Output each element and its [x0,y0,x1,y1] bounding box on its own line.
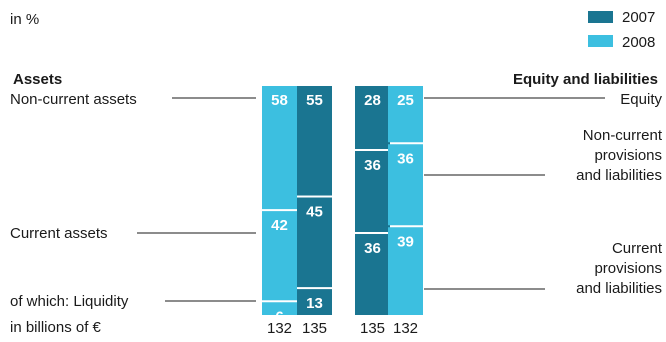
label-liquidity: of which: Liquidity [10,293,129,310]
bar-segment-liabilities-2007-1 [355,151,390,232]
bar-value-assets-2007-1: 45 [306,204,323,221]
bar-segment-liabilities-2007-0 [355,86,390,149]
bars: 58 42 6 55 45 13 28 36 36 25 36 39 [262,86,423,325]
bar-segment-liabilities-2008-2 [388,227,423,315]
bar-value-assets-2008-0: 58 [271,92,288,109]
bar-segment-assets-2007-1 [297,197,332,288]
bar-total-assets-2007: 135 [302,320,327,337]
bar-totals: 132 135 135 132 [267,320,418,337]
bar-value-assets-2008-1: 42 [271,217,288,234]
assets-heading: Assets [13,71,62,88]
bar-total-assets-2008: 132 [267,320,292,337]
legend: 2007 2008 [588,9,655,51]
bar-segment-assets-2008-1 [262,211,297,301]
bar-value-liabilities-2008-1: 36 [397,150,414,167]
label-non-current-provisions-line1: Non-current [583,127,663,144]
label-current-provisions-line3: and liabilities [576,280,662,297]
bar-value-liabilities-2007-1: 36 [364,157,381,174]
bar-value-assets-2008-2: 6 [275,308,283,325]
bar-segment-assets-2007-0 [297,86,332,196]
bar-value-assets-2007-2: 13 [306,295,323,312]
label-non-current-provisions-line2: provisions [594,147,662,164]
label-equity: Equity [620,91,662,108]
label-non-current-provisions-line3: and liabilities [576,167,662,184]
bar-value-liabilities-2008-0: 25 [397,92,414,109]
legend-swatch-2007 [588,11,613,23]
bar-segment-assets-2008-2 [262,302,297,315]
label-current-assets: Current assets [10,225,108,242]
bar-value-assets-2007-0: 55 [306,92,323,109]
label-current-provisions-line1: Current [612,240,663,257]
bar-value-liabilities-2007-2: 36 [364,240,381,257]
bar-total-liabilities-2007: 135 [360,320,385,337]
label-non-current-assets: Non-current assets [10,91,137,108]
bar-segment-assets-2007-2 [297,289,332,315]
legend-label-2008: 2008 [622,34,655,51]
left-labels: Non-current assets Current assets of whi… [10,91,256,310]
liabilities-heading: Equity and liabilities [513,71,658,88]
right-labels: Equity Non-current provisions and liabil… [424,91,663,297]
bar-value-liabilities-2008-2: 39 [397,233,414,250]
legend-label-2007: 2007 [622,9,655,26]
label-current-provisions-line2: provisions [594,260,662,277]
legend-swatch-2008 [588,35,613,47]
bar-segment-liabilities-2008-0 [388,86,423,143]
bar-segment-liabilities-2007-2 [355,234,390,315]
footer-label: in billions of € [10,319,102,336]
bar-segment-assets-2008-0 [262,86,297,210]
bar-total-liabilities-2008: 132 [393,320,418,337]
bar-value-liabilities-2007-0: 28 [364,92,381,109]
bar-segment-liabilities-2008-1 [388,144,423,226]
unit-note: in % [10,11,39,28]
